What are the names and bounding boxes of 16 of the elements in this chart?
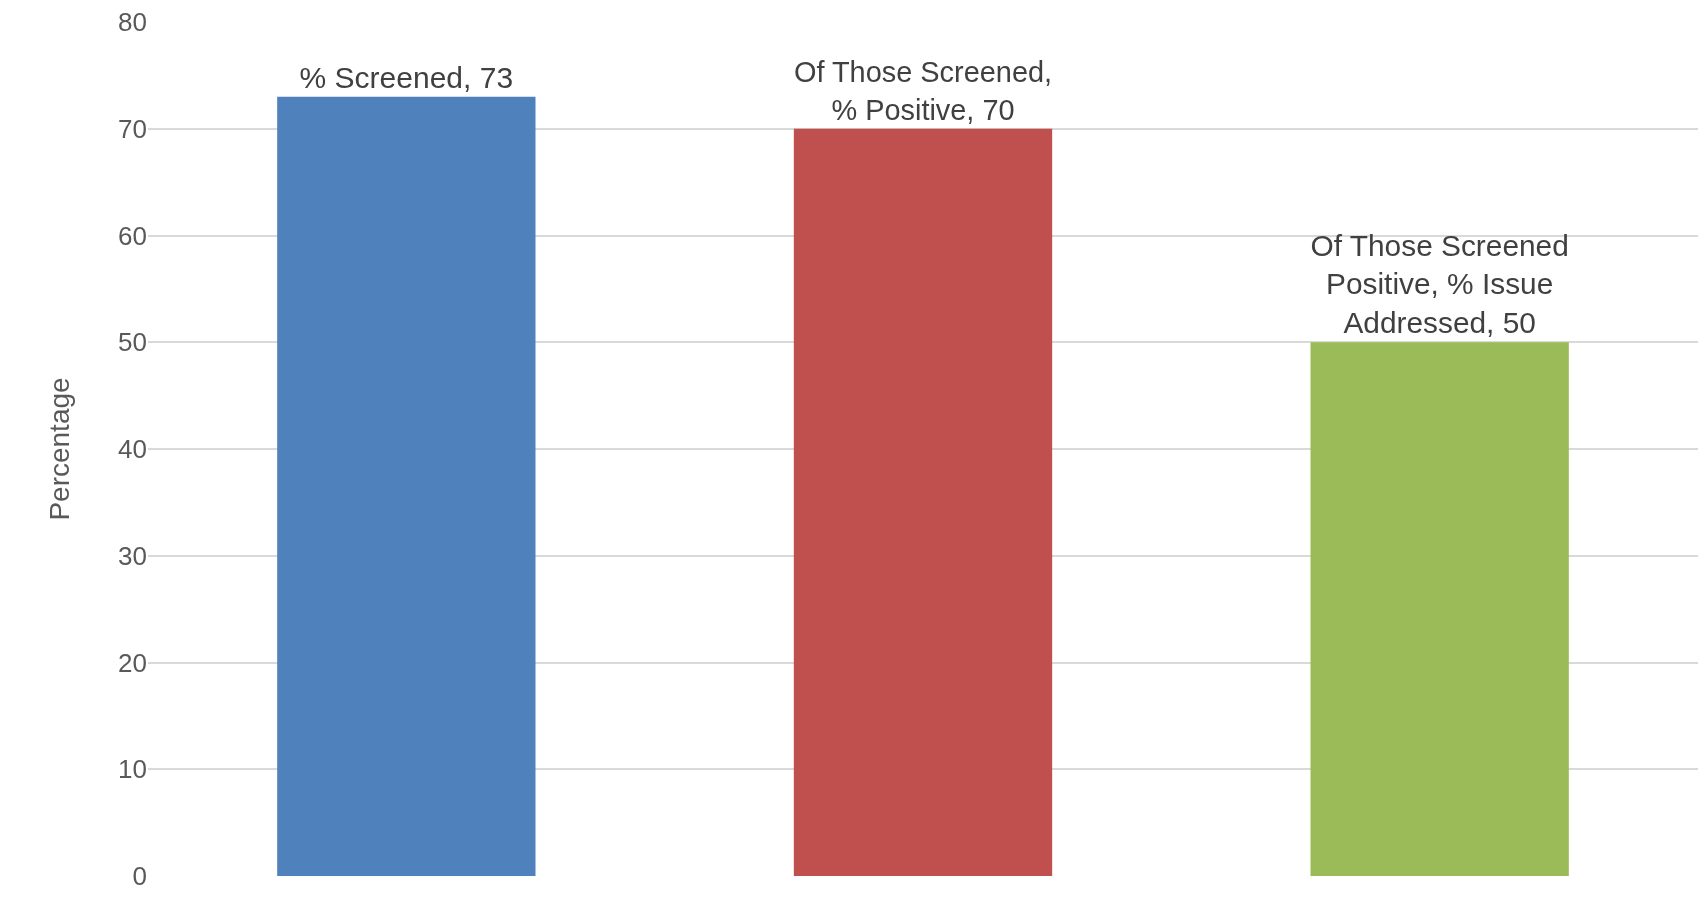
y-tick-label: 10 [118, 754, 147, 785]
y-tick-label: 0 [132, 861, 147, 892]
y-tick-label: 60 [118, 220, 147, 251]
y-tick-label: 70 [118, 113, 147, 144]
data-label: Of Those Screened Positive, % Issue Addressed, 50 [1310, 228, 1569, 340]
data-label: Of Those Screened, % Positive, 70 [793, 56, 1053, 126]
y-tick-label: 20 [118, 647, 147, 678]
bar [793, 128, 1053, 876]
y-tick-label: 50 [118, 327, 147, 358]
data-label: % Screened, 73 [299, 60, 514, 94]
y-tick-label: 40 [118, 434, 147, 465]
bar [1310, 342, 1569, 876]
y-tick-label: 30 [118, 540, 147, 571]
y-tick-label: 80 [118, 7, 147, 38]
bar [277, 96, 536, 876]
y-axis-title: Percentage [43, 377, 75, 521]
